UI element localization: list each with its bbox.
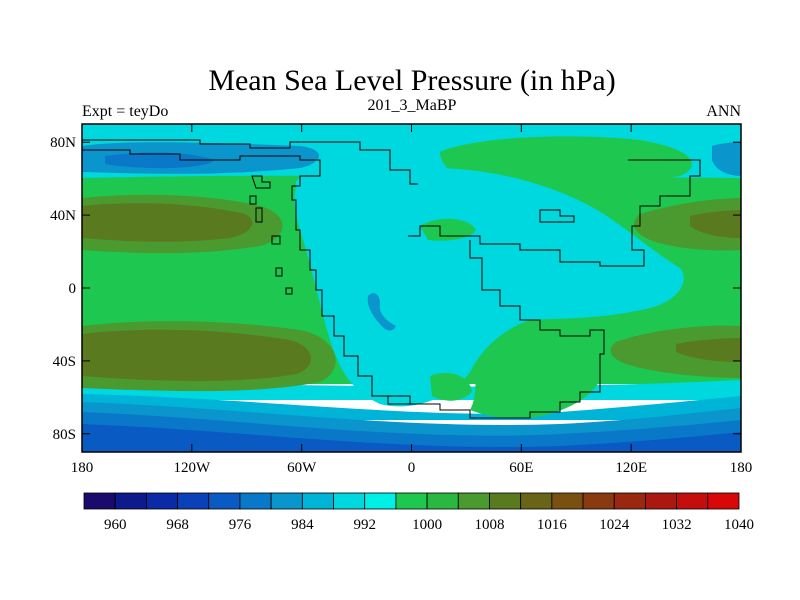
colorbar-swatch [676,492,709,510]
subtitle-center: 201_3_MaBP [368,97,457,114]
colorbar: 960 968 976 984 992 1000 1008 1016 1024 1032 1040 [83,492,754,533]
y-tick-label: 0 [69,281,77,297]
x-tick-label: 180 [730,460,753,476]
x-tick-label: 180 [71,460,94,476]
colorbar-label: 1040 [724,517,754,533]
colorbar-label: 1000 [412,517,442,533]
green-north-wedge [420,218,476,241]
coast-north-america [82,149,410,405]
colorbar-label: 984 [291,517,314,533]
subtitle-right: ANN [706,103,741,120]
colorbar-label: 976 [229,517,252,533]
y-tick-label: 40S [53,354,76,370]
high-north-east-outer [634,198,741,251]
north-low-inner [105,152,215,169]
colorbar-swatch [520,492,553,510]
colorbar-swatch [582,492,615,510]
cyan-north-spread [296,175,360,200]
colorbar-swatch [645,492,678,510]
coast-small-island-3 [271,235,293,295]
colorbar-swatch [83,492,116,510]
x-tick-label: 0 [408,460,416,476]
colorbar-swatch [333,492,366,510]
colorbar-swatch [395,492,428,510]
y-tick-label: 80N [50,135,76,151]
high-north-west-inner [82,203,253,242]
colorbar-label: 1032 [662,517,692,533]
colorbar-label: 1008 [474,517,504,533]
colorbar-swatch [707,492,740,510]
chart-title: Mean Sea Level Pressure (in hPa) [208,64,615,97]
colorbar-swatch [457,492,490,510]
colorbar-swatch [489,492,522,510]
colorbar-swatch [426,492,459,510]
coast-small-island-1 [251,175,271,189]
colorbar-swatch [208,492,241,510]
coast-arctic [82,139,418,185]
colorbar-label: 1024 [599,517,630,533]
colorbar-swatch [145,492,178,510]
colorbar-swatch [364,492,397,510]
colorbar-label: 992 [353,517,376,533]
colorbar-label: 1016 [537,517,568,533]
small-low-eq [367,293,396,331]
high-south-east-outer [610,325,741,378]
north-low-east [712,142,741,176]
x-tick-label: 120W [173,460,211,476]
y-axis: 80N 40N 0 40S 80S [50,135,741,443]
high-north-east-inner [690,210,741,238]
coast-small-island-2 [249,195,263,223]
coast-eurasia-south [410,240,605,419]
high-south-mid [430,372,472,401]
colorbar-swatch [551,492,584,510]
x-tick-label: 60E [509,460,533,476]
coast-inland-sea [539,209,575,223]
colorbar-swatch [177,492,210,510]
x-tick-label: 60W [287,460,317,476]
colorbar-label: 960 [104,517,127,533]
x-axis: 180 120W 60W 0 60E 120E 180 [71,124,753,476]
green-south-mass [470,321,604,419]
coastlines [82,139,701,419]
band-south-trough-inner [82,424,741,452]
coast-southern-ocean [380,395,440,405]
equatorial-low [294,166,684,407]
x-tick-label: 120E [615,460,647,476]
colorbar-swatch [239,492,272,510]
colorbar-swatch [613,492,646,510]
high-south-east-inner [676,338,741,362]
y-tick-label: 40N [50,208,76,224]
high-south-west-inner [82,329,312,381]
colorbar-label: 968 [166,517,189,533]
coast-eurasia-north [408,159,701,267]
y-tick-label: 80S [53,427,76,443]
pressure-field [82,124,741,452]
subtitle-left: Expt = teyDo [82,103,168,120]
colorbar-swatch [301,492,334,510]
colorbar-swatch [114,492,147,510]
colorbar-swatch [270,492,303,510]
